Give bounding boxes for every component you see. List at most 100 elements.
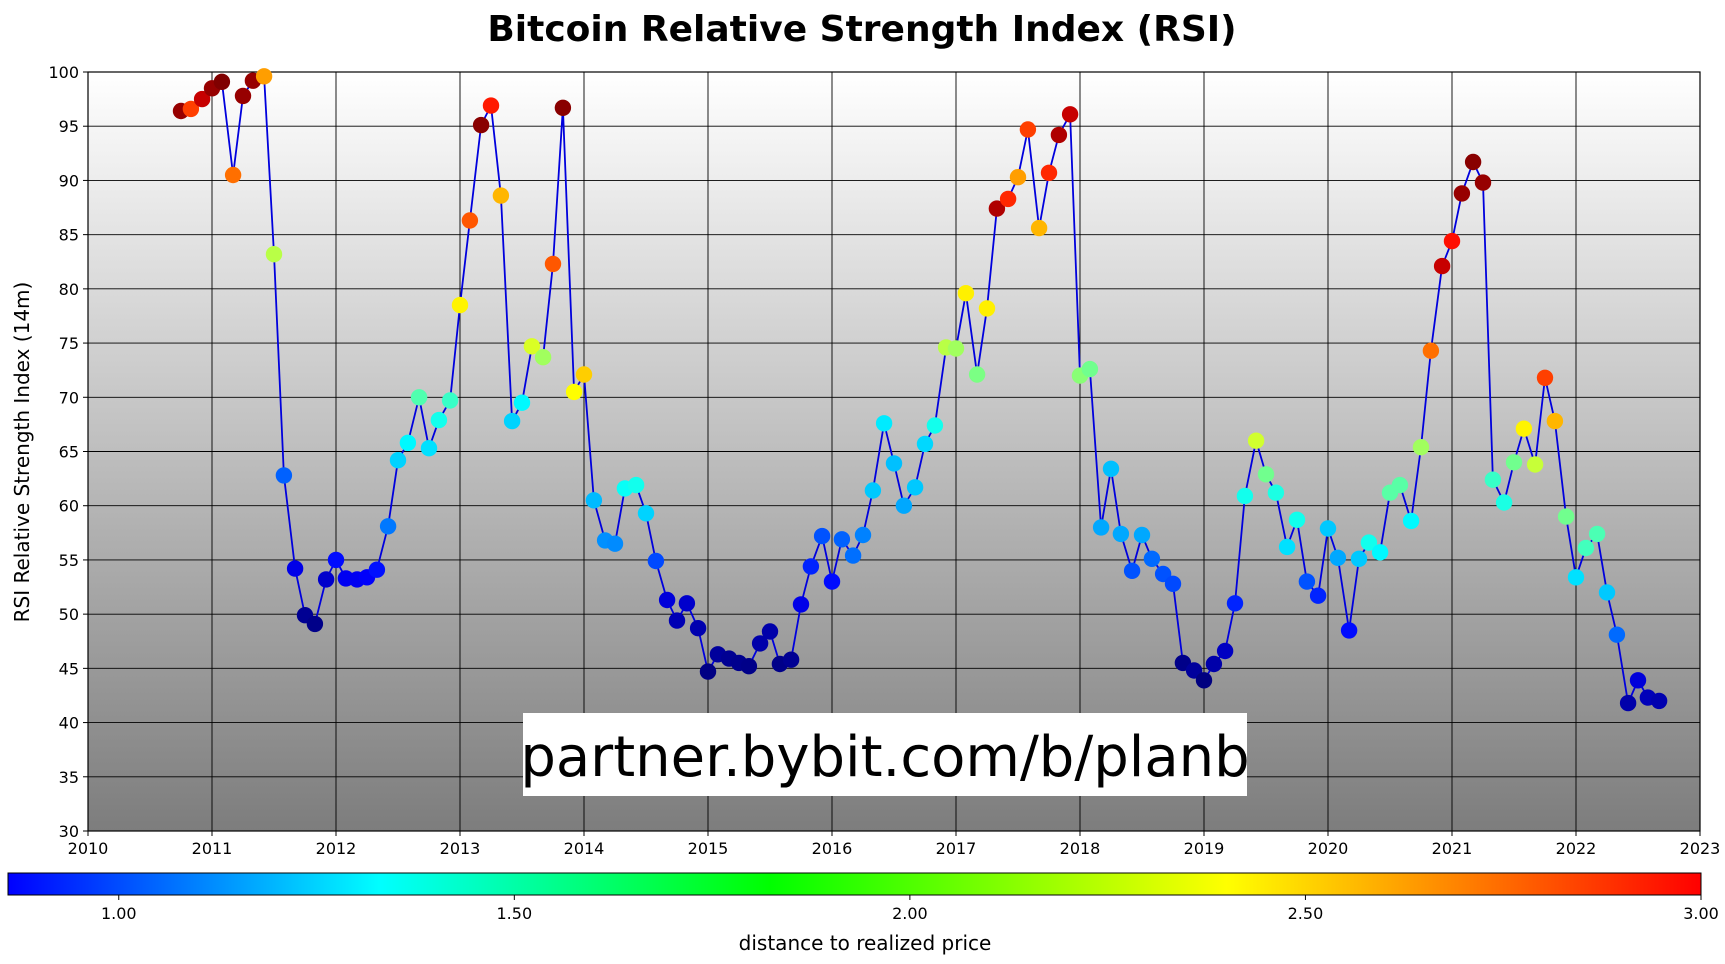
rsi-point <box>1247 432 1265 449</box>
rsi-point <box>1526 456 1544 473</box>
rsi-point <box>1453 185 1471 202</box>
y-tick-label: 35 <box>59 768 79 787</box>
rsi-point <box>678 595 696 612</box>
rsi-point <box>1329 549 1347 566</box>
rsi-point <box>647 552 665 570</box>
y-tick-label: 50 <box>59 605 79 624</box>
rsi-point <box>1588 525 1606 543</box>
rsi-point <box>420 440 438 457</box>
rsi-point <box>1350 550 1368 567</box>
rsi-point <box>461 212 479 229</box>
rsi-point <box>689 620 707 637</box>
rsi-point <box>503 412 521 430</box>
rsi-point <box>482 97 500 114</box>
colorbar-ticks: 1.00 1.50 2.00 2.50 3.00 <box>101 895 1719 923</box>
rsi-point <box>575 366 593 383</box>
rsi-point <box>1009 169 1027 186</box>
y-tick-label: 45 <box>59 659 79 678</box>
rsi-point <box>585 492 603 509</box>
rsi-point <box>658 591 676 609</box>
rsi-point <box>813 527 831 545</box>
rsi-point <box>1546 412 1564 430</box>
rsi-point <box>906 479 924 496</box>
rsi-point <box>275 467 293 484</box>
chart-title: Bitcoin Relative Strength Index (RSI) <box>487 9 1236 50</box>
y-tick-label: 75 <box>59 334 79 353</box>
rsi-point <box>1195 672 1213 689</box>
rsi-series-line <box>180 75 1660 707</box>
rsi-point <box>978 300 996 317</box>
rsi-point <box>802 558 820 575</box>
rsi-point <box>637 505 655 522</box>
colorbar <box>7 872 1702 896</box>
rsi-point <box>1371 544 1389 561</box>
rsi-point <box>1340 622 1358 639</box>
rsi-point <box>1226 595 1244 612</box>
rsi-point <box>399 434 417 451</box>
x-tick-label: 2023 <box>1680 839 1721 858</box>
colorbar-tick-label: 2.00 <box>892 904 928 923</box>
rsi-point <box>1019 121 1037 138</box>
rsi-point <box>947 340 965 357</box>
rsi-point <box>1205 655 1223 673</box>
rsi-point <box>472 116 490 134</box>
y-tick-label: 40 <box>59 714 79 733</box>
rsi-point <box>182 100 200 118</box>
x-tick-label: 2018 <box>1060 839 1101 858</box>
rsi-point <box>957 285 975 302</box>
rsi-point <box>410 389 428 406</box>
x-tick-label: 2013 <box>440 839 481 858</box>
rsi-point <box>523 338 541 355</box>
rsi-point <box>1412 439 1430 456</box>
rsi-point <box>1443 232 1461 250</box>
rsi-point <box>255 68 273 85</box>
rsi-point <box>441 392 459 409</box>
x-tick-label: 2011 <box>192 839 233 858</box>
rsi-point <box>627 476 645 494</box>
colorbar-tick-label: 1.50 <box>497 904 533 923</box>
rsi-point <box>317 571 335 588</box>
x-tick-label: 2017 <box>936 839 977 858</box>
rsi-point <box>916 435 934 453</box>
rsi-point <box>885 455 903 472</box>
rsi-point <box>782 651 800 668</box>
y-tick-label: 100 <box>48 63 79 82</box>
y-axis: 30 35 40 45 50 55 60 65 70 75 80 85 90 95 100 <box>48 63 88 841</box>
rsi-point <box>1216 642 1234 660</box>
rsi-point <box>1102 460 1120 477</box>
rsi-point <box>1112 525 1130 543</box>
rsi-point <box>224 166 242 184</box>
rsi-point <box>1608 626 1626 643</box>
colorbar-tick-label: 3.00 <box>1683 904 1719 923</box>
rsi-point <box>379 518 397 535</box>
rsi-point <box>668 612 686 629</box>
rsi-point <box>1391 476 1409 494</box>
rsi-point <box>699 663 717 680</box>
y-tick-label: 70 <box>59 388 79 407</box>
rsi-point <box>1619 694 1637 712</box>
rsi-point <box>1143 550 1161 567</box>
rsi-point <box>751 635 769 652</box>
y-tick-label: 95 <box>59 117 79 136</box>
rsi-point <box>895 497 913 514</box>
rsi-point <box>1278 538 1296 556</box>
rsi-point <box>1164 575 1182 592</box>
watermark-text: partner.bybit.com/b/planb <box>520 725 1249 790</box>
rsi-point <box>1092 519 1110 536</box>
rsi-point <box>864 482 882 499</box>
rsi-point <box>286 560 304 577</box>
rsi-point <box>1422 342 1440 359</box>
colorbar-tick-label: 1.00 <box>101 904 137 923</box>
y-tick-label: 85 <box>59 226 79 245</box>
rsi-point <box>761 623 779 640</box>
rsi-point <box>1267 484 1285 501</box>
rsi-point <box>306 615 324 633</box>
rsi-point <box>451 296 469 314</box>
rsi-point <box>988 200 1006 217</box>
rsi-point <box>1050 126 1068 144</box>
y-axis-label: RSI Relative Strength Index (14m) <box>10 282 34 623</box>
rsi-point <box>1319 520 1337 537</box>
rsi-point <box>1474 174 1492 191</box>
rsi-point <box>926 417 944 434</box>
